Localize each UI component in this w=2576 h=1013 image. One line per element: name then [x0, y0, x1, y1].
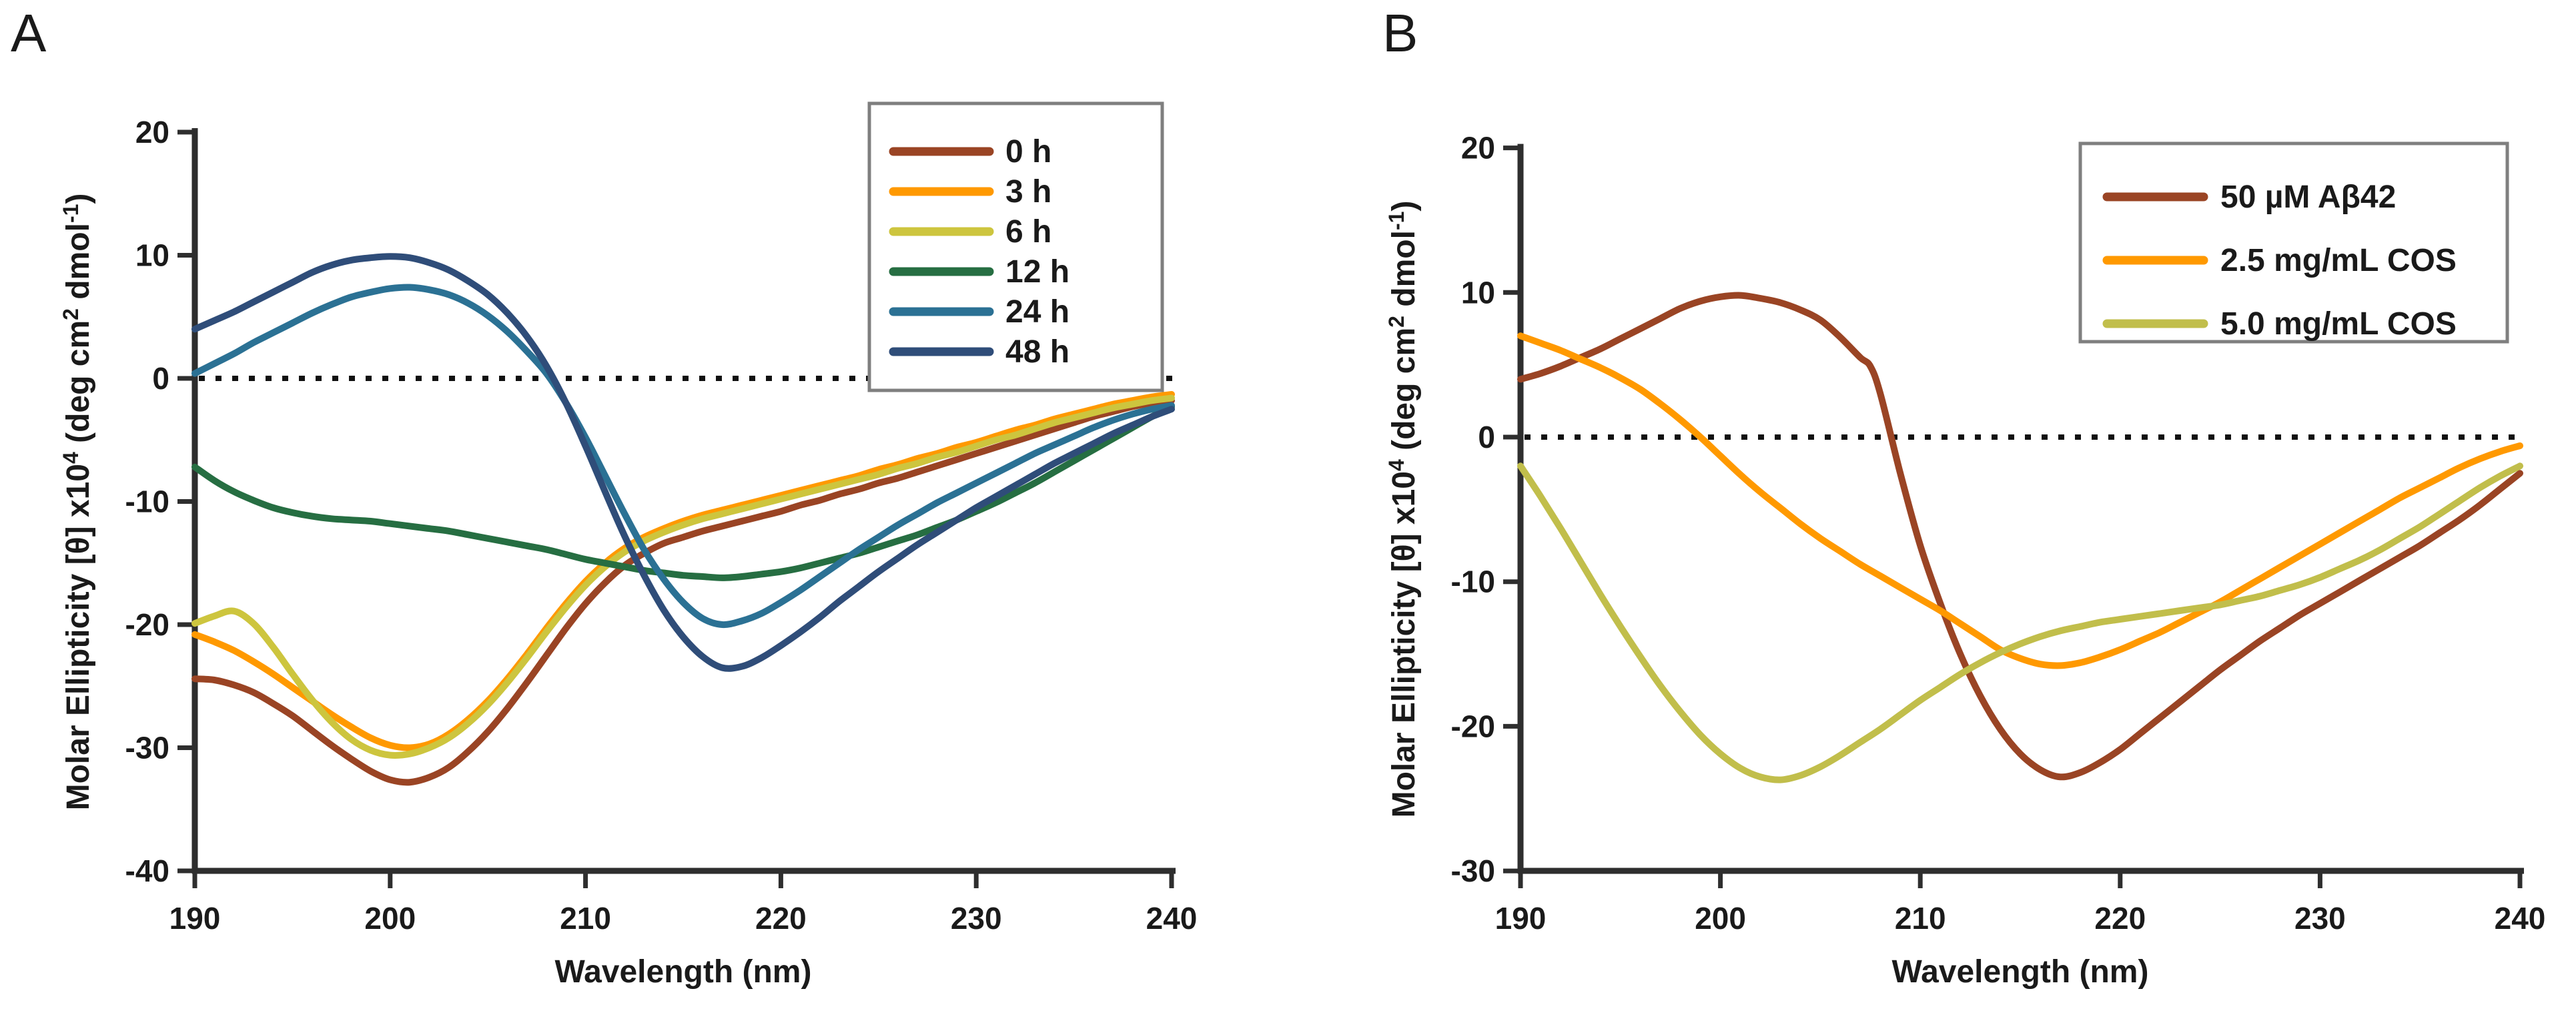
panel-a-series-line-2: [191, 394, 1175, 759]
panel-b-legend-label-0: 50 µM Aβ42: [2220, 180, 2396, 215]
panel-b-series-line-2: [1517, 462, 2523, 783]
panel-a-y-tick-label: -20: [125, 607, 169, 642]
panel-a-x-tick-label: 210: [560, 901, 611, 936]
panel-a-x-axis-title: Wavelength (nm): [555, 954, 812, 990]
panel-a-legend-label-1: 3 h: [1005, 174, 1051, 210]
panel-a-series-line-4: [191, 284, 1175, 629]
panel-a-series-line-5: [191, 253, 1175, 672]
panel-b-x-tick-label: 240: [2495, 901, 2546, 936]
panel-a-legend-label-2: 6 h: [1005, 214, 1051, 250]
panel-a-y-tick-label: -30: [125, 731, 169, 765]
panel-a-x-tick-label: 190: [169, 901, 221, 936]
panel-b-x-tick-label: 220: [2094, 901, 2146, 936]
panel-b-y-tick-label: -20: [1451, 709, 1495, 743]
panel-b-legend-label-2: 5.0 mg/mL COS: [2220, 306, 2457, 342]
panel-a-legend-label-5: 48 h: [1005, 334, 1069, 370]
panel-a-series-line-0: [191, 397, 1175, 786]
panel-b-legend: 50 µM Aβ42 2.5 mg/mL COS 5.0 mg/mL COS: [2078, 141, 2509, 344]
panel-a-legend: 0 h 3 h 6 h 12 h 24 h 48 h: [867, 101, 1164, 392]
panel-b-series-line-0: [1517, 292, 2523, 781]
panel-b-x-tick-label: 230: [2294, 901, 2346, 936]
panel-b-series-line-1: [1517, 332, 2523, 669]
panel-a-series-line-3: [191, 403, 1175, 581]
panel-b-x-tick-label: 210: [1895, 901, 1946, 936]
panel-b-y-tick-label: 10: [1461, 275, 1495, 310]
panel-a-legend-label-4: 24 h: [1005, 294, 1069, 330]
panel-a-y-tick-label: 10: [135, 238, 169, 273]
panel-a-label: A: [11, 3, 47, 63]
panel-b-y-tick-label: 20: [1461, 131, 1495, 165]
panel-a-x-tick-label: 200: [364, 901, 416, 936]
panel-b-y-tick-label: 0: [1478, 420, 1495, 454]
panel-b-legend-box: [2078, 141, 2509, 344]
panel-b-label: B: [1382, 3, 1418, 63]
panel-b-y-axis-title: Molar Ellipticity [θ] x104 (deg cm2 dmol…: [1384, 201, 1422, 818]
panel-a-series-line-1: [191, 391, 1175, 751]
panel-a-x-tick-label: 220: [755, 901, 807, 936]
panel-a-y-axis-title: Molar Ellipticity [θ] x104 (deg cm2 dmol…: [59, 194, 96, 811]
panel-a-legend-label-3: 12 h: [1005, 254, 1069, 290]
panel-b-x-tick-label: 200: [1695, 901, 1746, 936]
panel-a-x-tick-label: 230: [951, 901, 1002, 936]
panel-a-y-tick-label: 0: [152, 361, 169, 396]
panel-b-x-tick-label: 190: [1495, 901, 1547, 936]
panel-b-x-axis-title: Wavelength (nm): [1892, 954, 2149, 990]
panel-a-x-tick-label: 240: [1146, 901, 1198, 936]
panel-b-y-tick-label: -10: [1451, 565, 1495, 599]
panel-b-legend-label-1: 2.5 mg/mL COS: [2220, 243, 2457, 278]
panel-b-y-tick-label: -30: [1451, 854, 1495, 888]
panel-a-y-tick-label: 20: [135, 115, 169, 149]
panel-a-y-tick-label: -40: [125, 854, 169, 888]
panel-a-legend-label-0: 0 h: [1005, 134, 1051, 170]
panel-a-y-tick-label: -10: [125, 484, 169, 519]
